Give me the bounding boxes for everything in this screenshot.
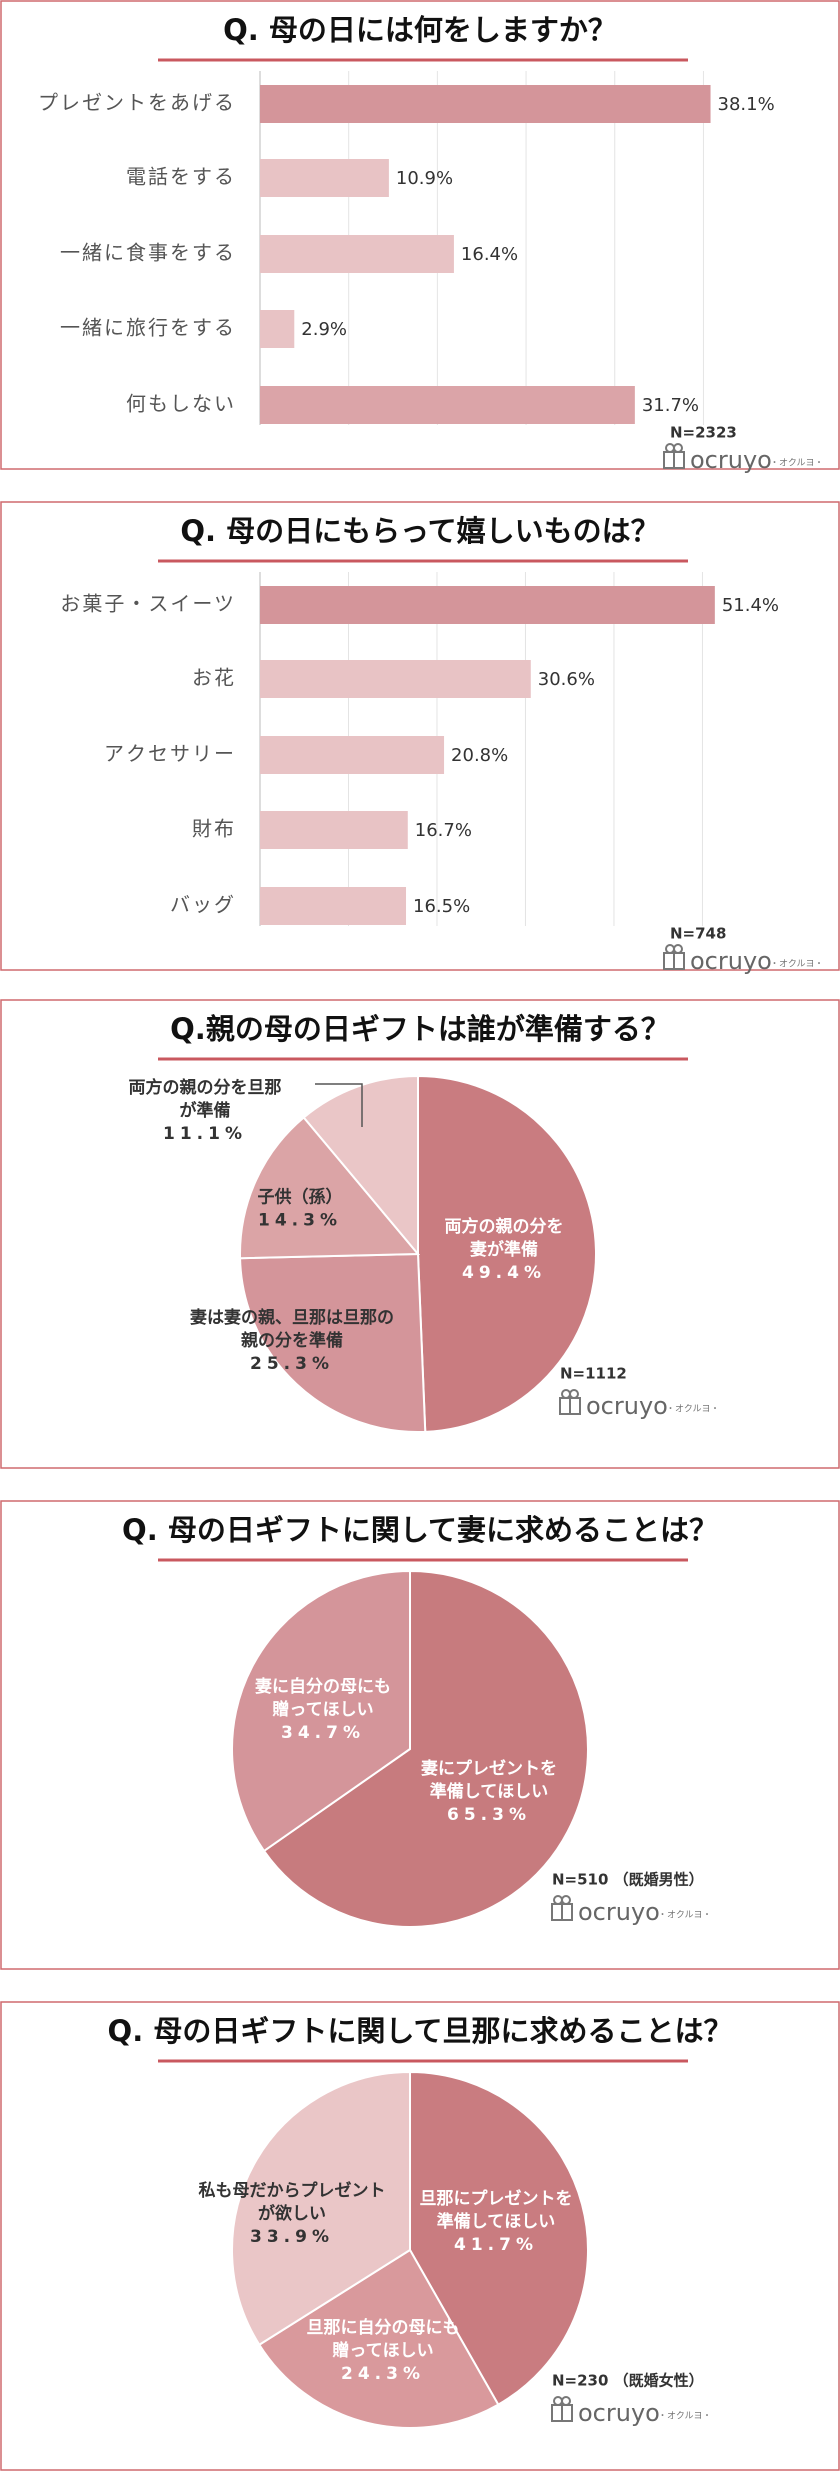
slice-label: 両方の親の分を [445,1216,564,1237]
slice-label: が欲しい [258,2203,326,2224]
bar [260,887,407,925]
slice-label: 贈ってほしい [272,1699,373,1720]
value-label: 30.6% [538,669,595,690]
slice-label: 妻は妻の親、旦那は旦那の [190,1307,394,1328]
category-label: 一緒に旅行をする [60,316,236,340]
leader-line [315,1083,363,1127]
value-label: 20.8% [451,745,508,766]
slice-value: 25.3% [250,1354,334,1374]
value-label: 2.9% [301,319,347,340]
pie-slice [262,1569,589,1928]
slice-value: 14.3% [258,1211,342,1231]
bar [260,310,295,348]
chart-title: Q. 母の日にもらって嬉しいものは？ [180,514,659,548]
logo-icon [561,1895,571,1905]
sample-size: N=748 [670,925,726,943]
slice-label: 旦那にプレゼントを [420,2188,573,2209]
bar [260,586,715,624]
slice-label: 子供（孫） [258,1187,343,1208]
sample-size: N=230 （既婚女性） [552,2372,704,2390]
bar [260,85,711,123]
slice-label: 親の分を準備 [241,1330,343,1351]
category-label: お花 [192,666,236,690]
slice-label: 妻にプレゼントを [421,1758,557,1779]
logo-sub: ・オクルヨ・ [666,1404,720,1415]
pie-slice [417,1074,597,1433]
logo-text: ocruyo [690,947,772,975]
logo-text: ocruyo [578,2399,660,2427]
value-label: 31.7% [642,395,699,416]
logo: ocruyo・オクルヨ・ [559,1389,720,1420]
value-label: 10.9% [396,168,453,189]
slice-value: 41.7% [454,2235,538,2255]
slice-value: 11.1% [163,1124,247,1144]
chart-title: Q. 母の日ギフトに関して旦那に求めることは？ [108,2014,733,2048]
logo-text: ocruyo [690,446,772,474]
chart-title: Q. 母の日には何をしますか？ [223,13,617,47]
chart-title: Q. 母の日ギフトに関して妻に求めることは？ [122,1513,718,1547]
logo-icon [673,443,683,453]
category-label: バッグ [170,893,236,917]
slice-value: 65.3% [447,1805,531,1825]
logo-sub: ・オクルヨ・ [658,2411,712,2422]
logo: ocruyo・オクルヨ・ [551,2396,712,2427]
sample-size: N=2323 [670,424,737,442]
bar [260,159,389,197]
slice-label: 旦那に自分の母にも [307,2317,460,2338]
logo-icon [569,1389,579,1399]
logo-sub: ・オクルヨ・ [770,959,824,970]
slice-label: 両方の親の分を旦那 [129,1077,282,1098]
slice-label: 準備してほしい [430,1781,549,1802]
slice-label: が準備 [180,1100,231,1121]
category-label: 一緒に食事をする [60,241,236,265]
logo-icon [673,944,683,954]
bar [260,811,408,849]
pie-slice [302,1074,419,1257]
category-label: プレゼントをあげる [38,91,236,115]
logo: ocruyo・オクルヨ・ [663,944,824,975]
category-label: 何もしない [126,392,236,416]
value-label: 16.4% [461,244,518,265]
slice-value: 34.7% [281,1723,365,1743]
value-label: 16.7% [415,820,472,841]
pie-slice [231,2070,411,2347]
bar [260,235,454,273]
slice-value: 49.4% [462,1263,546,1283]
pie-slice [231,1569,411,1853]
slice-value: 24.3% [341,2364,425,2384]
sample-size: N=510 （既婚男性） [552,1871,704,1889]
logo: ocruyo・オクルヨ・ [551,1895,712,1926]
pie-slice [409,2070,589,2406]
value-label: 16.5% [413,896,470,917]
slice-label: 妻が準備 [470,1239,538,1260]
slice-label: 私も母だからプレゼント [199,2180,386,2201]
logo-sub: ・オクルヨ・ [770,458,824,469]
slice-value: 33.9% [250,2227,334,2247]
value-label: 51.4% [722,595,779,616]
category-label: アクセサリー [104,742,236,766]
pie-slice [239,1252,427,1433]
slice-label: 妻に自分の母にも [255,1676,391,1697]
sample-size: N=1112 [560,1365,627,1383]
category-label: 電話をする [126,165,236,189]
chart-title: Q.親の母の日ギフトは誰が準備する？ [170,1012,670,1046]
value-label: 38.1% [718,94,775,115]
logo-text: ocruyo [578,1898,660,1926]
bar [260,660,531,698]
bar [260,386,635,424]
logo-sub: ・オクルヨ・ [658,1910,712,1921]
slice-label: 贈ってほしい [332,2340,433,2361]
pie-slice [239,1116,421,1260]
logo: ocruyo・オクルヨ・ [663,443,824,474]
logo-icon [561,2396,571,2406]
pie-slice [257,2248,500,2429]
slice-label: 準備してほしい [437,2211,556,2232]
logo-text: ocruyo [586,1392,668,1420]
category-label: お菓子・スイーツ [60,592,236,616]
category-label: 財布 [192,817,236,841]
bar [260,736,445,774]
